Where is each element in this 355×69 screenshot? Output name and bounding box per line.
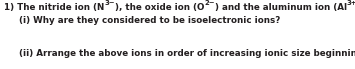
Text: (i) Why are they considered to be isoelectronic ions?: (i) Why are they considered to be isoele… [4,16,280,25]
Text: ) and the aluminum ion (Al: ) and the aluminum ion (Al [215,3,347,12]
Text: 3+: 3+ [347,0,355,6]
Text: ), the oxide ion (O: ), the oxide ion (O [115,3,204,12]
Text: 3−: 3− [104,0,115,6]
Text: (ii) Arrange the above ions in order of increasing ionic size beginning with the: (ii) Arrange the above ions in order of … [4,49,355,58]
Text: 1) The nitride ion (N: 1) The nitride ion (N [4,3,104,12]
Text: 2−: 2− [204,0,215,6]
